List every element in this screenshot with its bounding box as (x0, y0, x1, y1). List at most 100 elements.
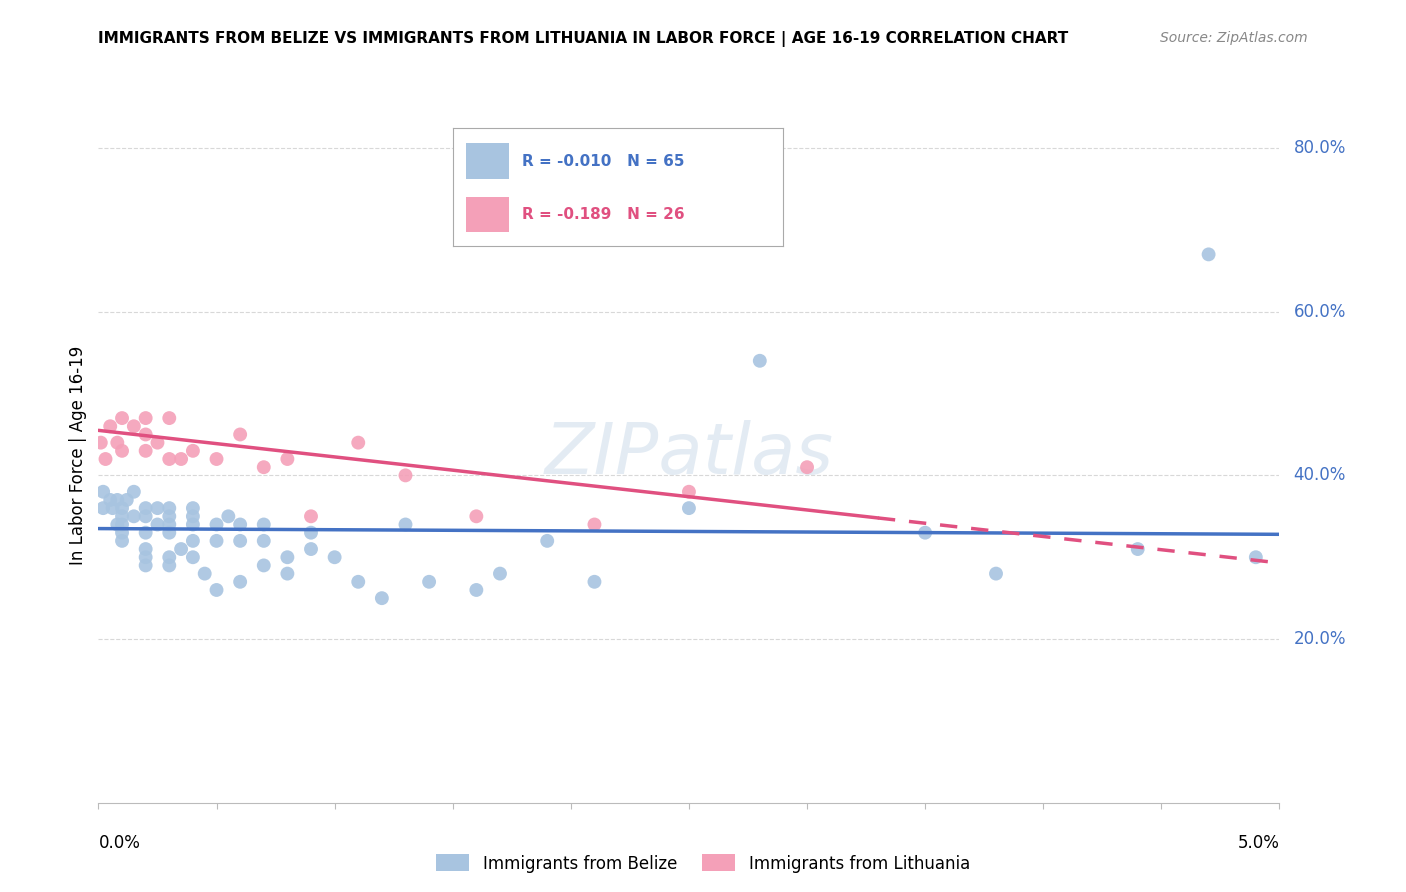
Point (105, 492, 128, 507)
Text: ZIPatlas: ZIPatlas (544, 420, 834, 490)
Point (984, 566, 1007, 581)
Point (465, 509, 488, 524)
Point (111, 525, 134, 540)
Point (347, 574, 370, 589)
Text: 5.0%: 5.0% (1237, 834, 1279, 852)
Point (536, 533, 558, 548)
Point (394, 468, 416, 483)
Point (229, 533, 252, 548)
Point (157, 525, 180, 540)
Point (181, 517, 204, 532)
Point (205, 517, 228, 532)
Point (157, 501, 180, 516)
Point (157, 517, 180, 532)
Point (1198, 247, 1220, 261)
Point (135, 443, 157, 458)
Point (91, 501, 114, 516)
Legend: Immigrants from Belize, Immigrants from Lithuania: Immigrants from Belize, Immigrants from … (429, 847, 977, 880)
Point (94, 452, 117, 467)
Point (205, 452, 228, 467)
Point (748, 353, 770, 368)
Point (299, 542, 322, 557)
Point (157, 411, 180, 425)
Point (299, 525, 322, 540)
Point (91, 484, 114, 499)
Point (135, 550, 157, 565)
Point (146, 435, 169, 450)
Point (135, 542, 157, 557)
Point (1244, 550, 1267, 565)
Point (135, 558, 157, 573)
Point (146, 517, 169, 532)
Point (111, 411, 134, 425)
Point (371, 591, 394, 606)
Point (181, 550, 204, 565)
Point (253, 533, 276, 548)
Point (135, 427, 157, 442)
Point (157, 558, 180, 573)
Point (170, 452, 193, 467)
Point (583, 517, 606, 532)
Point (194, 566, 217, 581)
Text: 0.0%: 0.0% (98, 834, 141, 852)
Point (465, 582, 488, 597)
Point (111, 517, 134, 532)
Point (489, 566, 512, 581)
Point (105, 435, 128, 450)
Point (122, 419, 145, 434)
Point (205, 533, 228, 548)
Point (276, 452, 298, 467)
Point (181, 509, 204, 524)
Point (394, 517, 416, 532)
Point (170, 542, 193, 557)
Point (111, 501, 134, 516)
Point (1126, 542, 1149, 557)
Text: Source: ZipAtlas.com: Source: ZipAtlas.com (1160, 31, 1308, 45)
Point (276, 550, 298, 565)
Point (583, 574, 606, 589)
Text: 80.0%: 80.0% (1294, 139, 1346, 157)
Point (111, 533, 134, 548)
Point (229, 517, 252, 532)
Point (796, 460, 818, 475)
Point (181, 533, 204, 548)
Point (253, 558, 276, 573)
Point (122, 509, 145, 524)
Point (914, 525, 936, 540)
Text: 60.0%: 60.0% (1294, 302, 1346, 321)
Point (115, 492, 138, 507)
Point (105, 517, 128, 532)
Point (253, 517, 276, 532)
Point (276, 566, 298, 581)
Point (347, 435, 370, 450)
Point (678, 484, 700, 499)
Point (101, 501, 124, 516)
Point (181, 443, 204, 458)
Point (135, 525, 157, 540)
Point (157, 509, 180, 524)
Point (135, 411, 157, 425)
Point (229, 427, 252, 442)
Text: 20.0%: 20.0% (1294, 630, 1346, 648)
Point (217, 509, 239, 524)
Point (111, 443, 134, 458)
Point (146, 501, 169, 516)
Point (205, 582, 228, 597)
Point (418, 574, 440, 589)
Point (135, 501, 157, 516)
Point (135, 509, 157, 524)
Y-axis label: In Labor Force | Age 16-19: In Labor Force | Age 16-19 (69, 345, 87, 565)
Point (157, 452, 180, 467)
Text: 40.0%: 40.0% (1294, 467, 1346, 484)
Point (229, 574, 252, 589)
Point (181, 501, 204, 516)
Point (90, 435, 112, 450)
Text: IMMIGRANTS FROM BELIZE VS IMMIGRANTS FROM LITHUANIA IN LABOR FORCE | AGE 16-19 C: IMMIGRANTS FROM BELIZE VS IMMIGRANTS FRO… (98, 31, 1069, 47)
Point (98, 492, 121, 507)
Point (111, 509, 134, 524)
Point (157, 550, 180, 565)
Point (253, 460, 276, 475)
Point (122, 484, 145, 499)
Point (678, 501, 700, 516)
Point (323, 550, 346, 565)
